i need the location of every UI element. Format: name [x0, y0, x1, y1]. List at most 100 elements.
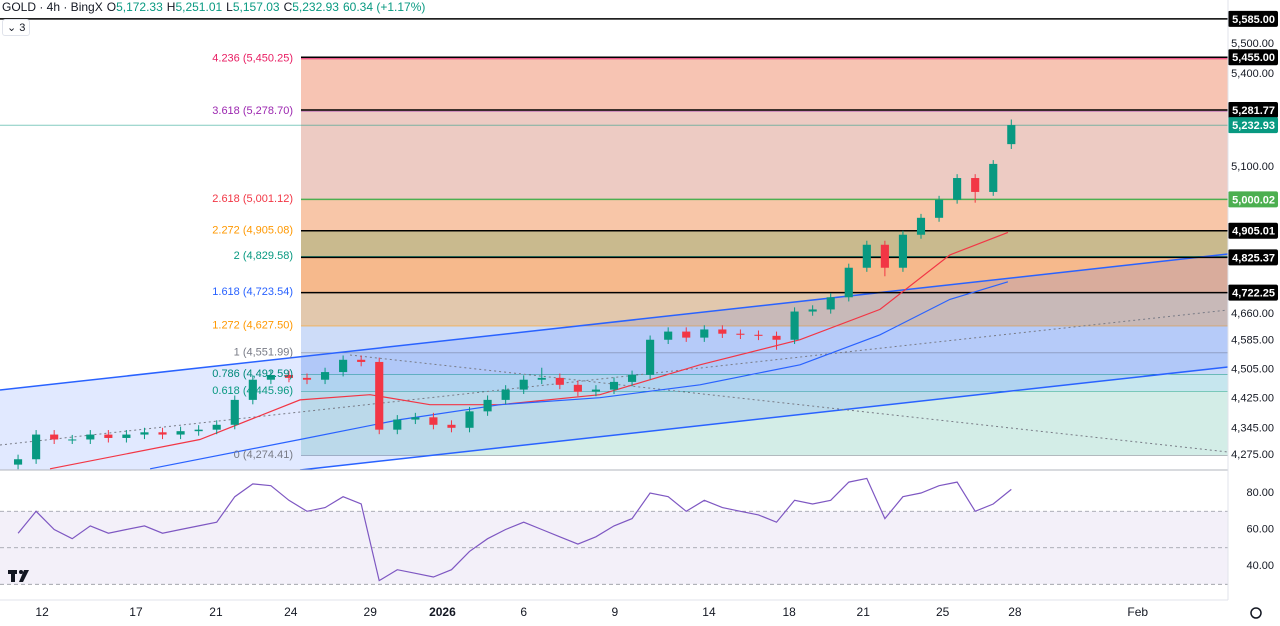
symbol: GOLD · 4h · BingX: [2, 0, 103, 14]
price-label: 5,232.93: [1232, 120, 1275, 132]
candle-body: [609, 381, 619, 390]
tv-logo: [8, 570, 29, 582]
candle-body: [483, 399, 492, 412]
moving-average: [149, 281, 1009, 470]
price-label: 5,000.02: [1232, 194, 1275, 206]
x-tick-label: 12: [35, 605, 49, 619]
candle-body: [700, 329, 709, 338]
candle-body: [537, 377, 546, 380]
candle-body: [357, 359, 366, 362]
fib-label: 2.618 (5,001.12): [212, 193, 293, 205]
ohlc-value: 5,232.93: [292, 0, 339, 14]
fib-label: 3.618 (5,278.70): [212, 105, 293, 117]
candle-body: [844, 267, 853, 298]
badge-count: 3: [19, 22, 26, 34]
fib-zone: [301, 352, 1228, 375]
x-tick-label: 14: [702, 605, 716, 619]
price-label: 5,455.00: [1232, 52, 1275, 64]
fib-label: 1.272 (4,627.50): [212, 320, 293, 332]
candle-body: [266, 374, 275, 380]
x-tick-label: 29: [364, 605, 378, 619]
candle-body: [1007, 125, 1016, 145]
fib-zone: [301, 256, 1228, 293]
moving-average: [49, 231, 1009, 470]
candle-body: [194, 429, 203, 432]
candle-body: [790, 311, 799, 340]
y-tick-label: 4,275.00: [1231, 449, 1274, 461]
x-tick-label: 2026: [429, 605, 456, 619]
price-label: 5,281.77: [1232, 105, 1275, 117]
candle-body: [898, 234, 908, 268]
candle-body: [284, 374, 294, 378]
price-label: 4,825.37: [1232, 252, 1275, 264]
x-tick-label: 21: [857, 605, 871, 619]
candle-body: [447, 424, 456, 428]
price-label-box: [1228, 222, 1278, 239]
candle-body: [13, 459, 23, 465]
candle-body: [429, 417, 438, 425]
ohlc-value: 5,172.33: [116, 0, 163, 14]
y-tick-label: 4,425.00: [1231, 393, 1274, 405]
fib-zone: [301, 110, 1228, 200]
x-tick-label: 6: [520, 605, 527, 619]
candle-body: [302, 377, 312, 380]
price-label: 4,722.25: [1232, 288, 1275, 300]
rsi-tick-label: 60.00: [1246, 523, 1274, 535]
price-label-box: [1228, 117, 1278, 134]
candle-body: [393, 419, 402, 430]
candle-body: [411, 417, 420, 420]
x-tick-label: 25: [936, 605, 950, 619]
candle-body: [86, 434, 95, 440]
fib-label: 2.272 (4,905.08): [212, 225, 293, 237]
y-tick-label: 5,500.00: [1231, 38, 1274, 50]
y-tick-label: 4,660.00: [1231, 308, 1274, 320]
candle-body: [519, 379, 528, 390]
fib-label: 0 (4,274.41): [234, 449, 293, 461]
channel-fill: [0, 254, 1228, 470]
rsi-line: [17, 477, 1012, 582]
candle-body: [122, 434, 131, 438]
candle-body: [501, 389, 510, 400]
y-tick-label: 4,505.00: [1231, 363, 1274, 375]
candle-body: [736, 333, 745, 335]
rsi-tick-label: 80.00: [1246, 487, 1274, 499]
candle-body: [32, 434, 41, 460]
fib-zone: [301, 199, 1228, 231]
ohlc-key: O: [106, 0, 117, 14]
candle-body: [104, 434, 113, 438]
price-label-box: [1228, 101, 1278, 118]
candle-body: [627, 374, 637, 382]
channel-lower: [299, 366, 1228, 470]
x-tick-label: 9: [612, 605, 619, 619]
y-tick-label: 4,345.00: [1231, 422, 1274, 434]
candle-body: [140, 432, 149, 435]
x-tick-label: 24: [284, 605, 298, 619]
badge-chevron: ⌄: [7, 22, 17, 34]
candle-body: [176, 431, 185, 435]
candle-body: [826, 297, 835, 310]
fib-label: 0.618 (4,445.96): [212, 385, 293, 397]
candle-body: [555, 377, 564, 385]
x-tick-label: 17: [129, 605, 143, 619]
candle-body: [68, 439, 77, 441]
candle-body: [212, 424, 221, 430]
candle-body: [248, 379, 257, 400]
y-tick-label: 5,400.00: [1231, 68, 1274, 80]
price-label: 5,585.00: [1232, 14, 1275, 26]
price-label-box: [1228, 249, 1278, 266]
ohlc-key: C: [283, 0, 293, 14]
ohlc-value: 5,251.01: [175, 0, 223, 14]
candle-body: [718, 329, 727, 334]
price-label: 4,905.01: [1232, 226, 1275, 238]
fib-label: 1.618 (4,723.54): [212, 286, 293, 298]
indicator-badge[interactable]: ⌄ 3: [2, 19, 31, 36]
change: 60.34 (+1.17%): [342, 0, 426, 14]
x-tick-label: Feb: [1127, 605, 1148, 619]
price-label-box: [1228, 49, 1278, 66]
y-tick-label: 4,585.00: [1231, 335, 1274, 347]
x-tick-label: 28: [1008, 605, 1022, 619]
candle-body: [50, 434, 59, 440]
fib-label: 0.786 (4,492.59): [212, 368, 293, 380]
settings-icon[interactable]: [1250, 607, 1262, 619]
